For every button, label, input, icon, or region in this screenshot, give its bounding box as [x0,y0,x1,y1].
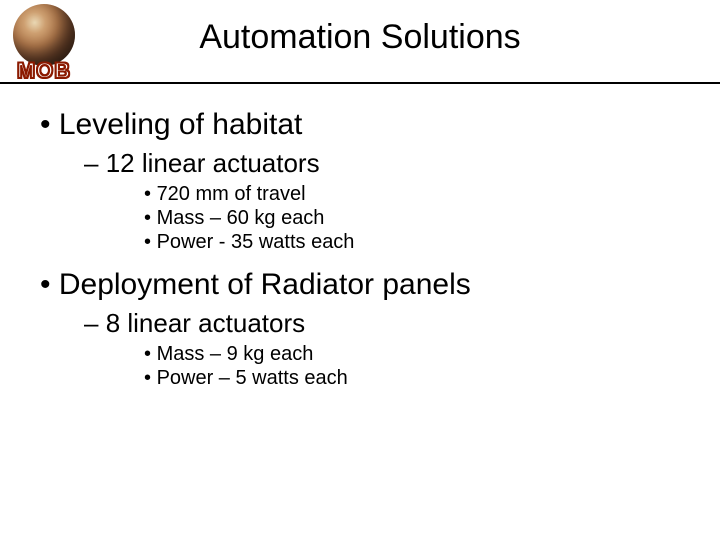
bullet-lvl1: Leveling of habitat [40,108,680,142]
bullet-lvl3: 720 mm of travel [144,183,680,206]
bullet-lvl3: Power - 35 watts each [144,231,680,254]
slide-title: Automation Solutions [0,18,720,57]
bullet-lvl3: Power – 5 watts each [144,367,680,390]
slide: MOB Automation Solutions Leveling of hab… [0,0,720,540]
header-divider [0,82,720,84]
bullet-lvl2: 8 linear actuators [84,308,680,339]
bullet-lvl1: Deployment of Radiator panels [40,268,680,302]
bullet-lvl3: Mass – 9 kg each [144,343,680,366]
bullet-lvl2: 12 linear actuators [84,148,680,179]
logo-text: MOB [8,60,80,82]
bullet-lvl3: Mass – 60 kg each [144,207,680,230]
slide-header: MOB Automation Solutions [0,0,720,80]
slide-body: Leveling of habitat 12 linear actuators … [40,108,680,391]
